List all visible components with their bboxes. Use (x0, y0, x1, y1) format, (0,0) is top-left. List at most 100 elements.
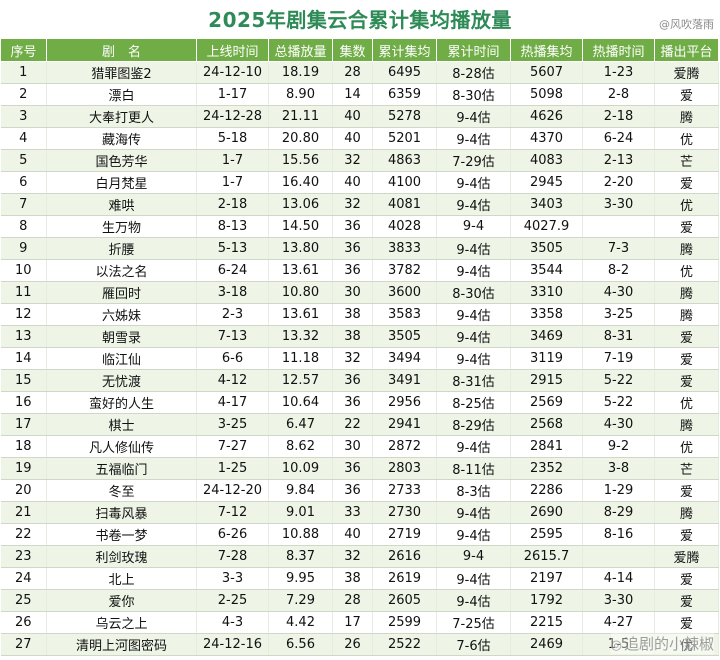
cell-episodes: 38 (332, 303, 373, 326)
cell-rank: 22 (0, 523, 47, 546)
cell-platform: 爱 (654, 567, 719, 590)
cell-peak-date: 8-29 (582, 501, 655, 524)
cell-cumulative-avg: 4100 (372, 171, 437, 194)
cell-rank: 10 (0, 259, 47, 282)
col-header-peak-avg: 热播集均 (510, 38, 583, 62)
cell-peak-avg: 2841 (510, 435, 583, 458)
cell-release-date: 2-3 (196, 303, 269, 326)
cell-episodes: 38 (332, 325, 373, 348)
cell-peak-avg: 4027.9 (510, 215, 583, 238)
cell-cumulative-avg: 2803 (372, 457, 437, 480)
cell-cumulative-date: 9-4估 (436, 303, 511, 326)
cell-episodes: 32 (332, 149, 373, 172)
cell-title: 无忧渡 (46, 369, 197, 392)
cell-episodes: 32 (332, 545, 373, 568)
cell-cumulative-avg: 5278 (372, 105, 437, 128)
cell-peak-avg: 3469 (510, 325, 583, 348)
cell-platform: 腾 (654, 105, 719, 128)
cell-cumulative-date: 9-4估 (436, 347, 511, 370)
cell-rank: 4 (0, 127, 47, 150)
cell-cumulative-date: 9-4估 (436, 127, 511, 150)
weibo-icon: ◎ (610, 638, 622, 653)
col-header-title: 剧 名 (46, 38, 197, 62)
cell-peak-date: 4-27 (582, 611, 655, 634)
cell-cumulative-date: 9-4估 (436, 435, 511, 458)
cell-peak-avg: 1792 (510, 589, 583, 612)
cell-total-plays: 10.09 (268, 457, 333, 480)
cell-total-plays: 6.47 (268, 413, 333, 436)
cell-release-date: 4-3 (196, 611, 269, 634)
cell-cumulative-avg: 3505 (372, 325, 437, 348)
cell-cumulative-date: 9-4估 (436, 237, 511, 260)
cell-release-date: 1-17 (196, 83, 269, 106)
cell-title: 清明上河图密码 (46, 633, 197, 656)
cell-peak-date: 8-31 (582, 325, 655, 348)
cell-total-plays: 10.88 (268, 523, 333, 546)
cell-peak-date: 8-16 (582, 523, 655, 546)
cell-release-date: 24-12-10 (196, 61, 269, 84)
cell-title: 冬至 (46, 479, 197, 502)
cell-cumulative-avg: 2719 (372, 523, 437, 546)
cell-rank: 2 (0, 83, 47, 106)
cell-cumulative-avg: 2522 (372, 633, 437, 656)
table-row: 13 朝雪录 7-13 13.32 38 3505 9-4估 3469 8-31 爱 (0, 325, 719, 348)
cell-rank: 23 (0, 545, 47, 568)
col-header-cumulative-date: 累计时间 (436, 38, 511, 62)
cell-episodes: 40 (332, 523, 373, 546)
cell-title: 雁回时 (46, 281, 197, 304)
cell-release-date: 3-3 (196, 567, 269, 590)
table-row: 2 漂白 1-17 8.90 14 6359 8-30估 5098 2-8 爱 (0, 83, 719, 106)
cell-release-date: 7-28 (196, 545, 269, 568)
cell-episodes: 36 (332, 369, 373, 392)
table-row: 16 蛮好的人生 4-17 10.64 36 2956 8-25估 2569 5-22 优 (0, 391, 719, 414)
table-header-row: 序号 剧 名 上线时间 总播放量 集数 累计集均 累计时间 热播集均 热播时间 … (0, 38, 719, 62)
cell-cumulative-avg: 2619 (372, 567, 437, 590)
cell-cumulative-date: 8-29估 (436, 413, 511, 436)
cell-peak-avg: 5607 (510, 61, 583, 84)
cell-release-date: 5-13 (196, 237, 269, 260)
cell-total-plays: 9.84 (268, 479, 333, 502)
cell-peak-date: 7-3 (582, 237, 655, 260)
cell-peak-date: 3-30 (582, 193, 655, 216)
table-row: 6 白月梵星 1-7 16.40 40 4100 9-4估 2945 2-20 爱 (0, 171, 719, 194)
cell-cumulative-avg: 2956 (372, 391, 437, 414)
cell-rank: 14 (0, 347, 47, 370)
cell-release-date: 24-12-28 (196, 105, 269, 128)
table-row: 15 无忧渡 4-12 12.57 36 3491 8-31估 2915 5-22 爱 (0, 369, 719, 392)
cell-cumulative-avg: 6495 (372, 61, 437, 84)
cell-episodes: 40 (332, 127, 373, 150)
cell-total-plays: 10.64 (268, 391, 333, 414)
cell-peak-date: 2-13 (582, 149, 655, 172)
cell-episodes: 28 (332, 61, 373, 84)
cell-cumulative-avg: 2616 (372, 545, 437, 568)
cell-total-plays: 8.37 (268, 545, 333, 568)
cell-peak-avg: 3544 (510, 259, 583, 282)
table-row: 8 生万物 8-13 14.50 36 4028 9-4 4027.9 爱 (0, 215, 719, 238)
cell-total-plays: 9.01 (268, 501, 333, 524)
cell-peak-date: 4-30 (582, 281, 655, 304)
table-row: 14 临江仙 6-6 11.18 32 3494 9-4估 3119 7-19 爱 (0, 347, 719, 370)
cell-release-date: 1-7 (196, 171, 269, 194)
cell-cumulative-avg: 4863 (372, 149, 437, 172)
cell-title: 蛮好的人生 (46, 391, 197, 414)
cell-release-date: 6-24 (196, 259, 269, 282)
cell-rank: 18 (0, 435, 47, 458)
cell-rank: 19 (0, 457, 47, 480)
cell-title: 爱你 (46, 589, 197, 612)
col-header-peak-date: 热播时间 (582, 38, 655, 62)
cell-platform: 优 (654, 391, 719, 414)
table-row: 1 猎罪图鉴2 24-12-10 18.19 28 6495 8-28估 5607 1-23 爱腾 (0, 61, 719, 84)
cell-title: 凡人修仙传 (46, 435, 197, 458)
cell-rank: 1 (0, 61, 47, 84)
cell-cumulative-date: 7-29估 (436, 149, 511, 172)
cell-platform: 爱 (654, 589, 719, 612)
cell-platform: 爱 (654, 83, 719, 106)
cell-title: 乌云之上 (46, 611, 197, 634)
cell-platform: 腾 (654, 303, 719, 326)
cell-peak-avg: 2286 (510, 479, 583, 502)
table-row: 5 国色芳华 1-7 15.56 32 4863 7-29估 4083 2-13 芒 (0, 149, 719, 172)
cell-total-plays: 7.29 (268, 589, 333, 612)
cell-cumulative-date: 9-4估 (436, 567, 511, 590)
cell-episodes: 22 (332, 413, 373, 436)
cell-rank: 8 (0, 215, 47, 238)
